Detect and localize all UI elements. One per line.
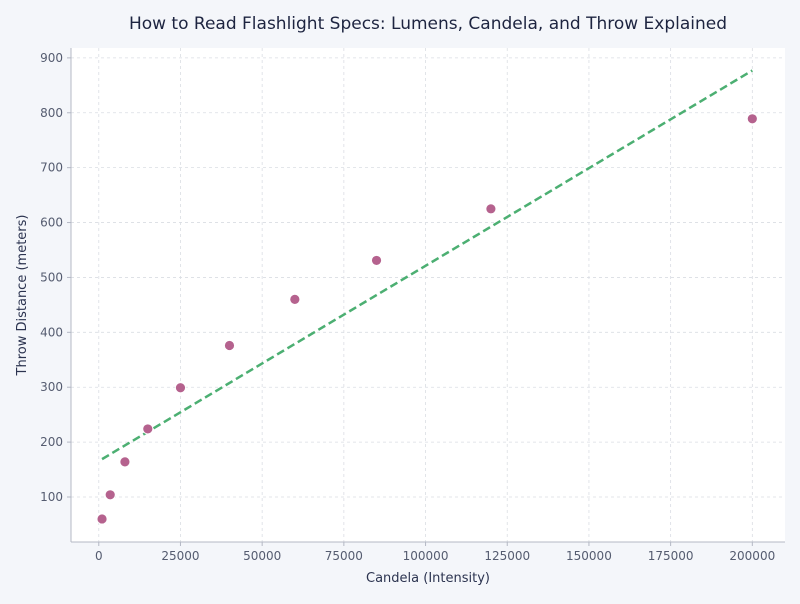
tick-labels: 0 25000 50000 75000 100000 125000 150000 175000… — [40, 51, 775, 563]
x-tick-label: 175000 — [648, 549, 694, 563]
y-tick-label: 600 — [40, 216, 63, 230]
grid-lines — [71, 48, 785, 542]
y-tick-label: 900 — [40, 51, 63, 65]
y-tick-label: 800 — [40, 106, 63, 120]
plot-area — [71, 48, 785, 542]
data-point — [746, 113, 758, 125]
data-point — [289, 293, 301, 305]
chart-title: How to Read Flashlight Specs: Lumens, Ca… — [129, 14, 727, 34]
y-axis-label: Throw Distance (meters) — [15, 215, 30, 377]
data-point — [175, 382, 186, 394]
y-tick-label: 500 — [40, 270, 63, 284]
data-point — [224, 340, 235, 351]
x-tick-label: 75000 — [325, 549, 363, 563]
x-tick-label: 25000 — [161, 549, 199, 563]
y-tick-label: 300 — [40, 380, 63, 394]
data-point — [371, 255, 382, 266]
x-tick-label: 0 — [95, 549, 103, 563]
x-tick-label: 200000 — [729, 549, 775, 563]
data-point — [119, 456, 131, 468]
x-tick-label: 50000 — [243, 549, 281, 563]
x-tick-label: 100000 — [403, 549, 449, 563]
data-point — [104, 489, 116, 501]
data-series — [96, 69, 758, 525]
x-axis-label: Candela (Intensity) — [366, 571, 490, 586]
axes — [67, 48, 785, 546]
y-tick-label: 100 — [40, 490, 63, 504]
y-tick-label: 400 — [40, 325, 63, 339]
trend-line — [101, 69, 753, 461]
x-tick-label: 125000 — [484, 549, 530, 563]
data-point — [485, 203, 497, 215]
x-tick-label: 150000 — [566, 549, 612, 563]
data-point — [96, 513, 108, 525]
data-point — [142, 423, 154, 435]
y-tick-label: 200 — [40, 435, 63, 449]
y-tick-label: 700 — [40, 161, 63, 175]
